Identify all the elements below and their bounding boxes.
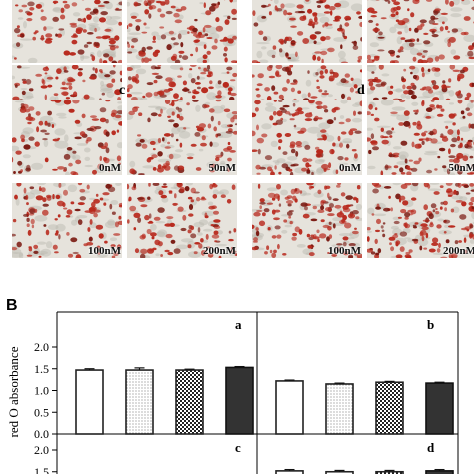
micrograph-image: [252, 0, 362, 63]
micrograph-panel: 50nM: [367, 100, 474, 175]
bar: [75, 369, 104, 435]
micrograph-panel: 200nM: [367, 183, 474, 258]
micrograph-panel: [367, 0, 474, 63]
concentration-label: 200nM: [203, 245, 236, 257]
concentration-label: 0nM: [99, 162, 121, 174]
concentration-label: 50nM: [208, 162, 237, 174]
micrograph-panel: 200nM: [127, 183, 237, 258]
y-tick-label: 2.0: [34, 443, 49, 457]
bar: [275, 380, 304, 435]
micrograph-image: [12, 100, 122, 175]
micrograph-panel: [252, 0, 362, 63]
micrograph-panel: [12, 0, 122, 63]
concentration-label: 0nM: [339, 162, 361, 174]
micrograph-image: [127, 100, 237, 175]
y-tick-label: 0.0: [34, 427, 49, 441]
y-tick-label: 2.0: [34, 340, 49, 354]
micrograph-panel: 100nM: [12, 183, 122, 258]
concentration-label: 50nM: [448, 162, 474, 174]
concentration-label: 100nM: [88, 245, 121, 257]
micrograph-set-label: c: [119, 83, 126, 98]
bar: [125, 369, 154, 435]
micrograph-image: [367, 100, 474, 175]
panel-label: a: [235, 317, 242, 332]
micrograph-panel: 0nM: [12, 100, 122, 175]
bar: [425, 382, 454, 435]
panel-label: d: [427, 440, 435, 455]
panel-label: b: [427, 317, 434, 332]
micrograph-panel: 50nM: [127, 100, 237, 175]
micrograph-image: [252, 100, 362, 175]
concentration-label: 100nM: [328, 245, 361, 257]
micrograph-panel: 0nM: [252, 100, 362, 175]
micrograph-panel: 100nM: [252, 183, 362, 258]
micrograph-image: [367, 0, 474, 63]
y-tick-label: 1.5: [34, 362, 49, 376]
micrograph-image: [252, 183, 362, 258]
micrograph-set-label: d: [357, 83, 365, 98]
bar: [175, 369, 204, 435]
bar: [225, 366, 254, 435]
y-tick-label: 0.5: [34, 405, 49, 419]
y-axis-label: red O absorbance: [6, 346, 21, 437]
micrograph-image: [127, 0, 237, 63]
micrograph-image: [367, 183, 474, 258]
micrograph-panel: [127, 0, 237, 63]
bar: [325, 383, 354, 435]
micrograph-image: [127, 183, 237, 258]
micrograph-image: [12, 183, 122, 258]
panel-label: c: [235, 440, 241, 455]
concentration-label: 200nM: [443, 245, 474, 257]
bar: [375, 381, 404, 435]
y-tick-label: 1.5: [34, 465, 49, 474]
section-b-label: B: [6, 297, 18, 314]
micrograph-image: [12, 0, 122, 63]
y-tick-label: 1.0: [34, 384, 49, 398]
